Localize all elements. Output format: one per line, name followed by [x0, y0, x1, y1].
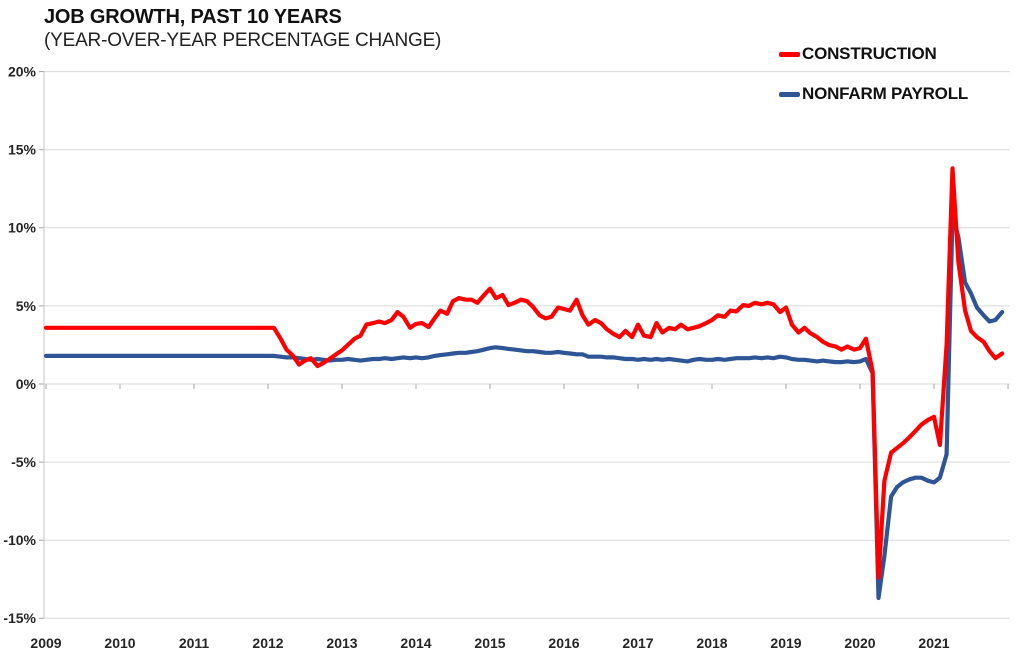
- x-axis-label: 2009: [30, 635, 61, 651]
- y-axis-label: -15%: [3, 610, 36, 626]
- legend-item-nonfarm-payroll: NONFARM PAYROLL: [779, 84, 968, 104]
- x-axis-label: 2013: [326, 635, 357, 651]
- chart-header: JOB GROWTH, PAST 10 YEARS (YEAR-OVER-YEA…: [44, 5, 441, 53]
- legend-label-construction: CONSTRUCTION: [802, 44, 937, 63]
- x-axis-label: 2020: [844, 635, 875, 651]
- x-axis-label: 2015: [474, 635, 505, 651]
- x-axis-label: 2019: [770, 635, 801, 651]
- x-axis-label: 2010: [104, 635, 135, 651]
- y-axis-label: -5%: [11, 454, 36, 470]
- series-line-construction: [43, 166, 1005, 580]
- x-axis-label: 2021: [918, 635, 949, 651]
- nonfarm-payroll-line-swatch: [779, 91, 800, 97]
- chart-subtitle: (YEAR-OVER-YEAR PERCENTAGE CHANGE): [44, 30, 442, 52]
- x-axis-label: 2012: [252, 635, 283, 651]
- y-axis-label: 15%: [8, 142, 37, 158]
- x-axis-label: 2011: [179, 635, 210, 651]
- y-axis-label: 0%: [16, 376, 37, 392]
- y-axis-label: 10%: [8, 220, 37, 236]
- legend-label-nonfarm-payroll: NONFARM PAYROLL: [802, 84, 969, 103]
- y-axis-label: 20%: [8, 64, 37, 80]
- x-axis-label: 2018: [696, 635, 727, 651]
- x-axis-label: 2017: [622, 635, 653, 651]
- y-axis-label: -10%: [3, 532, 36, 548]
- legend-item-construction: CONSTRUCTION: [779, 44, 968, 64]
- construction-line-swatch: [779, 51, 800, 57]
- x-axis-label: 2016: [548, 635, 579, 651]
- x-axis-label: 2014: [400, 635, 431, 651]
- legend: CONSTRUCTION NONFARM PAYROLL: [779, 44, 968, 104]
- chart-title: JOB GROWTH, PAST 10 YEARS: [44, 6, 342, 28]
- y-axis-label: 5%: [16, 298, 37, 314]
